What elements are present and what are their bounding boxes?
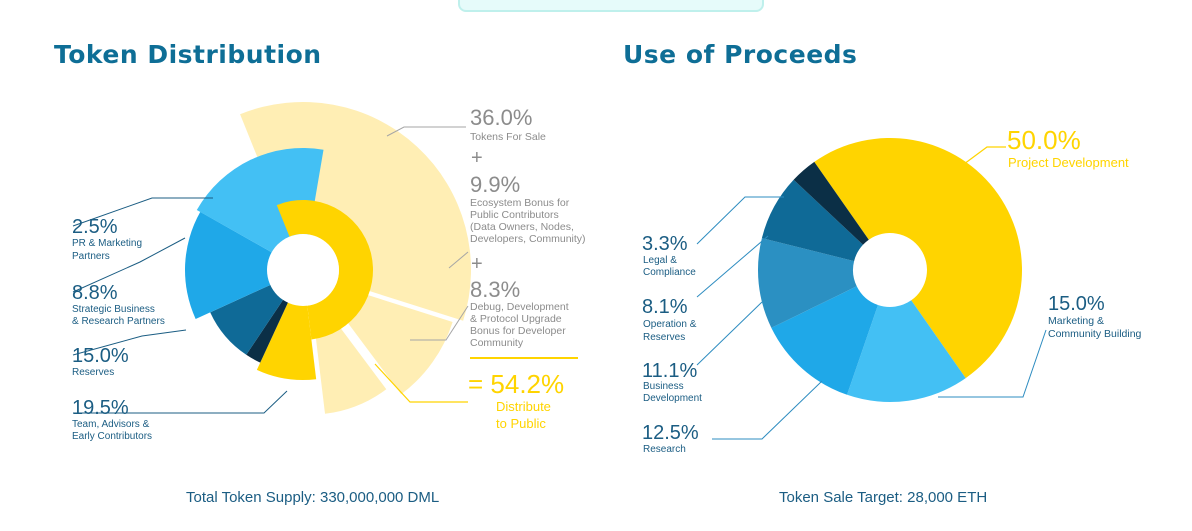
label-19-5-line-1: Early Contributors	[72, 431, 152, 442]
proceeds-15-pct: 15.0%	[1048, 293, 1105, 315]
proceeds-3-3-line-1: Compliance	[643, 267, 696, 278]
label-9-9-line-0: Ecosystem Bonus for	[470, 197, 570, 209]
token-distribution-leader-lines-yellow	[374, 357, 578, 403]
proceeds-slice-4	[761, 179, 863, 262]
token-supply-footer: Total Token Supply: 330,000,000 DML	[186, 489, 440, 506]
proceeds-8-1-line-1: Reserves	[643, 332, 685, 343]
token-public-ring	[276, 200, 373, 340]
label-19-5-line-0: Team, Advisors &	[72, 419, 150, 430]
label-9-9-pct: 9.9%	[470, 172, 520, 197]
token-pie-hole	[267, 234, 339, 306]
label-15-line-0: Reserves	[72, 367, 114, 378]
token-distribution-title: Token Distribution	[54, 40, 322, 69]
token-sale-target-footer: Token Sale Target: 28,000 ETH	[779, 489, 988, 506]
proceeds-8-1-pct: 8.1%	[642, 296, 688, 318]
label-2-5-line-1: Partners	[72, 251, 110, 262]
token-distribution-leader-lines-gray	[386, 126, 469, 341]
token-distribution-leader-lines	[72, 197, 288, 414]
use-of-proceeds-leader-lines-yellow	[959, 146, 1006, 168]
proceeds-3-3-pct: 3.3%	[642, 233, 688, 255]
proceeds-50-line-0: Project Development	[1008, 155, 1129, 170]
label-9-9-line-2: (Data Owners, Nodes,	[470, 221, 574, 233]
label-8-8-line-1: & Research Partners	[72, 316, 165, 327]
use-of-proceeds-pie	[758, 138, 1022, 403]
plus-2: +	[471, 253, 483, 275]
total-public-label-0: Distribute	[496, 399, 551, 414]
proceeds-slice-5	[793, 161, 869, 245]
proceeds-slice-1	[847, 300, 966, 403]
use-of-proceeds-leader-lines	[696, 196, 1047, 440]
token-slice-6	[185, 211, 303, 319]
label-8-3-line-0: Debug, Development	[470, 301, 569, 313]
use-of-proceeds-title: Use of Proceeds	[623, 40, 858, 69]
proceeds-11-1-line-1: Development	[643, 393, 702, 404]
label-8-3-line-1: & Protocol Upgrade	[470, 313, 562, 325]
label-15-pct: 15.0%	[72, 345, 129, 367]
top-tab[interactable]	[458, 0, 764, 12]
proceeds-12-5-line-0: Research	[643, 444, 686, 455]
label-8-8-line-0: Strategic Business	[72, 304, 155, 315]
plus-1: +	[471, 147, 483, 169]
proceeds-slice-3	[758, 238, 857, 328]
total-public-pct: = 54.2%	[468, 369, 564, 399]
proceeds-slice-0	[814, 138, 1022, 379]
token-distribution-left-labels: 2.5% PR & Marketing Partners 8.8% Strate…	[72, 216, 165, 442]
total-public-label-1: to Public	[496, 416, 546, 431]
proceeds-8-1-line-0: Operation &	[643, 319, 697, 330]
proceeds-12-5-pct: 12.5%	[642, 422, 699, 444]
label-8-8-pct: 8.8%	[72, 282, 118, 304]
label-9-9-line-1: Public Contributors	[470, 209, 559, 221]
proceeds-15-line-0: Marketing &	[1048, 315, 1104, 327]
label-36-pct: 36.0%	[470, 105, 532, 130]
label-19-5-pct: 19.5%	[72, 397, 129, 419]
label-8-3-line-3: Community	[470, 337, 524, 349]
proceeds-15-line-1: Community Building	[1048, 328, 1142, 340]
proceeds-3-3-line-0: Legal &	[643, 255, 677, 266]
label-8-3-pct: 8.3%	[470, 277, 520, 302]
token-distribution-right-labels: 36.0% Tokens For Sale + 9.9% Ecosystem B…	[468, 105, 586, 431]
proceeds-11-1-line-0: Business	[643, 381, 684, 392]
proceeds-50-pct: 50.0%	[1007, 125, 1081, 155]
label-8-3-line-2: Bonus for Developer	[470, 325, 566, 337]
proceeds-11-1-pct: 11.1%	[642, 360, 697, 382]
label-36-line-0: Tokens For Sale	[470, 131, 546, 143]
proceeds-slice-2	[771, 286, 878, 395]
use-of-proceeds-labels: 50.0% Project Development 15.0% Marketin…	[642, 125, 1142, 455]
token-distribution-pie	[185, 101, 472, 414]
label-9-9-line-3: Developers, Community)	[470, 233, 586, 245]
label-2-5-pct: 2.5%	[72, 216, 118, 238]
label-2-5-line-0: PR & Marketing	[72, 238, 142, 249]
